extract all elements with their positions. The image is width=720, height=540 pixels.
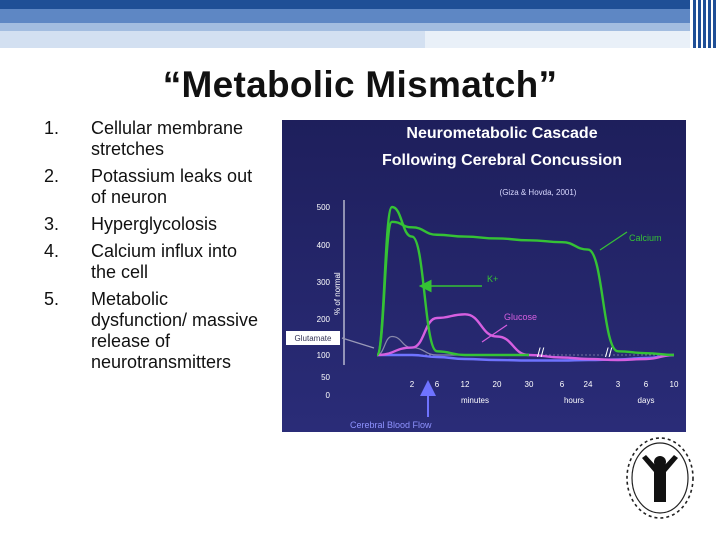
x-tick-label: 2 (410, 380, 415, 389)
header-stripe-pale (0, 31, 425, 48)
y-tick-label: 500 (317, 203, 331, 212)
y-tick-label: 0 (326, 391, 331, 400)
slide-title: “Metabolic Mismatch” (162, 64, 558, 105)
list-item: 3. Hyperglycolosis (44, 214, 274, 235)
series-lines (375, 205, 675, 362)
list-item: 1. Cellular membrane stretches (44, 118, 274, 160)
series-label-calcium: Calcium (629, 233, 662, 243)
neurometabolic-chart: Neurometabolic Cascade Following Cerebra… (282, 120, 686, 432)
glutamate-pointer (341, 337, 375, 349)
item-text: Cellular membrane stretches (91, 118, 244, 159)
item-number: 2. (44, 166, 60, 186)
glucose-pointer (481, 324, 508, 343)
series-label-k: K+ (487, 274, 498, 284)
x-tick-label: 3 (616, 380, 621, 389)
chart-title-line2: Following Cerebral Concussion (382, 152, 622, 169)
logo-body-icon (642, 455, 678, 502)
chart-subtitle: (Giza & Hovda, 2001) (500, 188, 577, 197)
glutamate-label-box (286, 331, 340, 345)
header-stripe-palest (425, 31, 690, 48)
y-tick-label: 50 (321, 373, 330, 382)
x-tick-label: 6 (560, 380, 565, 389)
logo-head-icon (654, 456, 666, 468)
chart-title-line1: Neurometabolic Cascade (406, 125, 597, 142)
series-line-calcium (375, 220, 675, 357)
bullet-list: 1. Cellular membrane stretches 2. Potassiu… (44, 118, 274, 379)
calcium-pointer (599, 231, 628, 251)
x-tick-label: 30 (525, 380, 534, 389)
x-tick-label: 6 (644, 380, 649, 389)
x-tick-labels: 2 6 12 20 30 6 24 3 6 10 (410, 380, 679, 389)
x-segment-label: days (638, 396, 655, 405)
logo-ring-icon (626, 437, 694, 519)
item-text: Potassium leaks out of neuron (91, 166, 253, 207)
item-number: 3. (44, 214, 60, 234)
series-label-glutamate: Glutamate (295, 334, 332, 343)
logo-inner-ring-icon (631, 442, 689, 514)
list-item: 4. Calcium influx into the cell (44, 241, 274, 283)
series-label-glucose: Glucose (504, 312, 537, 322)
item-text: Calcium influx into the cell (91, 241, 238, 282)
person-logo (626, 437, 694, 519)
y-tick-label: 100 (317, 351, 331, 360)
header-bar (713, 0, 716, 48)
header-stripe-dark (0, 0, 690, 9)
x-segment-labels: minutes hours days (461, 396, 654, 405)
list-item: 2. Potassium leaks out of neuron (44, 166, 274, 208)
series-line-k (375, 205, 529, 357)
item-text: Metabolic dysfunction/ massive release o… (91, 289, 259, 372)
header-bar (698, 0, 701, 48)
item-number: 1. (44, 118, 60, 138)
y-tick-label: 200 (317, 315, 331, 324)
header-bar (708, 0, 711, 48)
header-stripe-mid (0, 9, 690, 23)
y-tick-label: 300 (317, 278, 331, 287)
list-item: 5. Metabolic dysfunction/ massive release… (44, 289, 274, 373)
item-number: 4. (44, 241, 60, 261)
header-stripe-light (0, 23, 690, 31)
chart-background (282, 120, 686, 432)
x-tick-label: 12 (461, 380, 470, 389)
y-axis-label: % of normal (333, 272, 342, 315)
axis-break-mark: // (537, 345, 545, 360)
x-tick-label: 10 (670, 380, 679, 389)
header-bar (693, 0, 696, 48)
y-tick-label: 400 (317, 241, 331, 250)
x-tick-label: 20 (493, 380, 502, 389)
item-text: Hyperglycolosis (91, 214, 218, 234)
header-band (0, 0, 720, 48)
x-tick-label: 24 (584, 380, 593, 389)
x-segment-label: minutes (461, 396, 489, 405)
x-segment-label: hours (564, 396, 584, 405)
x-tick-label: 6 (435, 380, 440, 389)
axis-break-mark: // (605, 345, 613, 360)
item-number: 5. (44, 289, 60, 309)
header-bar (703, 0, 706, 48)
x-axis-label: Cerebral Blood Flow (350, 420, 432, 430)
